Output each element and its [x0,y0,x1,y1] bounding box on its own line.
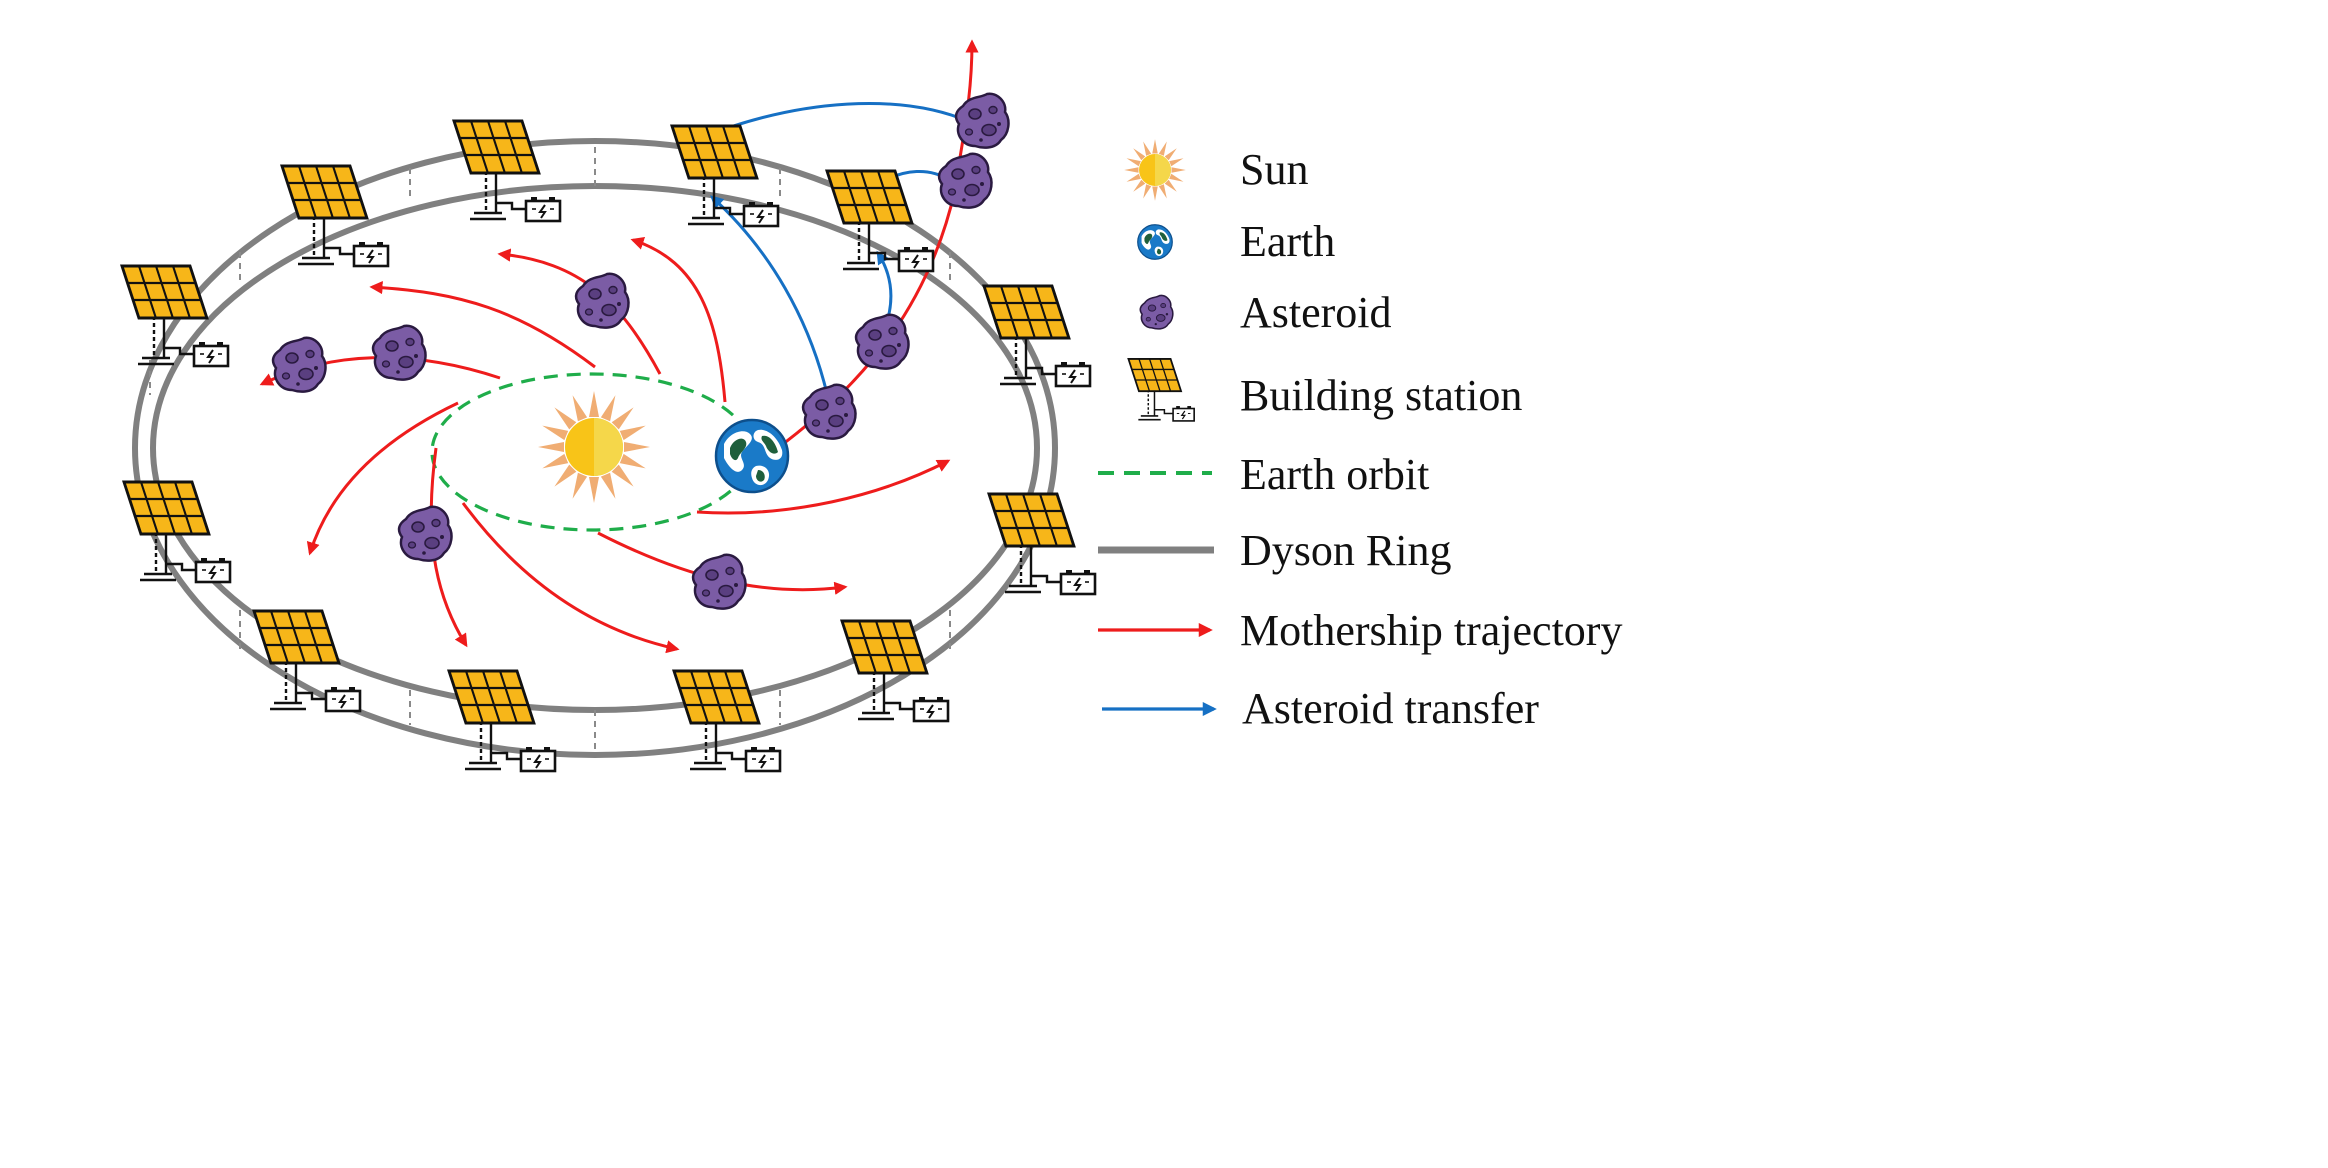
solar-station-icon [840,619,950,723]
legend-label: Building station [1240,371,1522,420]
legend-label: Asteroid transfer [1242,684,1539,733]
mothership-trajectory [369,281,596,369]
legend-item-sun: Sun [1124,139,1308,201]
dyson-ring [132,138,1058,758]
legend-label: Asteroid [1240,288,1392,337]
mothership-trajectory [696,459,951,515]
solar-station-icon [122,480,232,584]
asteroid-icon [954,92,1010,149]
mothership-trajectory [630,237,727,403]
legend-item-earth-orbit: Earth orbit [1098,450,1429,499]
asteroid-icon [937,152,993,209]
solar-station-icon [452,119,562,223]
legend-item-earth: Earth [1137,217,1335,266]
solar-station-icon [672,669,782,773]
legend-label: Mothership trajectory [1240,606,1622,655]
legend-label: Sun [1240,145,1308,194]
legend-item-mothership-trajectory: Mothership trajectory [1098,606,1622,655]
asteroid-icon [271,336,327,393]
asteroid-transfer [705,102,971,138]
legend-item-asteroid-transfer: Asteroid transfer [1102,684,1539,733]
sun-icon [538,391,650,503]
asteroid-icon [371,324,427,381]
asteroid-transfer [710,195,830,399]
legend-label: Dyson Ring [1240,526,1451,575]
asteroid-icon [801,383,857,440]
mothership-trajectory [306,401,459,556]
solar-station-icon [447,669,557,773]
legend-label: Earth [1240,217,1335,266]
asteroid-icon [691,553,747,610]
solar-station-icon [1127,357,1196,422]
asteroid-icon [854,313,910,370]
mothership-trajectory [461,502,680,654]
legend-item-dyson-ring: Dyson Ring [1098,526,1451,575]
legend-item-building-station: Building station [1127,357,1522,422]
sun-icon [1124,139,1186,201]
solar-station-icon [987,492,1097,596]
earth-icon [714,418,790,494]
legend-label: Earth orbit [1240,450,1429,499]
asteroids [271,92,1010,610]
asteroid-icon [397,505,453,562]
legend: Sun Earth Asteroid Building station Eart… [1098,139,1622,733]
solar-station-icon [982,284,1092,388]
legend-item-asteroid: Asteroid [1139,288,1392,337]
earth-icon [1137,224,1173,260]
asteroid-icon [1139,294,1174,330]
